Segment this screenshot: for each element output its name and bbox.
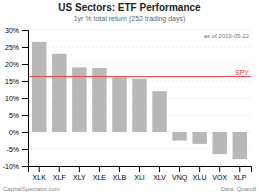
x-tick-mark (199, 166, 200, 172)
x-tick: XLE (93, 166, 107, 181)
x-tick-mark (119, 166, 120, 172)
x-tick-label: XLY (73, 174, 86, 181)
reference-line (28, 76, 251, 77)
y-tick-label: 0% (9, 129, 19, 136)
chart: US Sectors: ETF Performance 1yr % total r… (0, 0, 259, 194)
x-tick-label: VOX (212, 174, 227, 181)
bar (192, 132, 206, 144)
y-tick-label: 30% (5, 27, 19, 34)
bar (212, 132, 226, 154)
y-tick-mark (22, 132, 28, 133)
x-tick-mark (159, 166, 160, 172)
grid-line (28, 47, 251, 48)
y-tick-label: -10% (3, 163, 19, 170)
bar (152, 91, 166, 132)
y-tick: 25% (5, 44, 28, 51)
title: US Sectors: ETF Performance (58, 2, 201, 13)
y-tick: 20% (5, 61, 28, 68)
y-tick-label: 15% (5, 78, 19, 85)
reference-label: SPY (235, 69, 249, 76)
bar (72, 67, 86, 132)
y-tick-mark (22, 98, 28, 99)
y-tick-mark (22, 47, 28, 48)
bar (132, 79, 146, 132)
y-tick-mark (22, 115, 28, 116)
y-tick-label: 10% (5, 95, 19, 102)
y-tick-label: -5% (7, 146, 19, 153)
y-tick: 0% (9, 129, 28, 136)
x-tick: VNQ (172, 166, 188, 182)
y-tick-mark (22, 149, 28, 150)
bar (172, 132, 186, 141)
x-tick: XLY (73, 166, 86, 181)
x-tick-mark (139, 166, 140, 172)
grid (28, 30, 251, 166)
x-axis: XLK XLF XLY XLE XLB XLI XLV VNQ XLU VOX XLP (29, 166, 252, 182)
x-tick-label: XLP (233, 174, 247, 181)
y-tick-mark (22, 30, 28, 31)
x-tick: XLB (113, 166, 127, 181)
footer-right: Data: Quandl (221, 186, 256, 192)
y-tick-label: 20% (5, 61, 19, 68)
x-tick-mark (179, 166, 180, 172)
x-tick-mark (39, 166, 40, 172)
x-tick-label: XLU (193, 174, 207, 181)
subtitle: 1yr % total return (252 trading days) (74, 15, 186, 23)
x-tick-label: XLE (93, 174, 107, 181)
y-axis-line (22, 31, 29, 167)
x-tick: XLV (153, 166, 166, 181)
y-axis: -10% -5% 0% 5% 10% 15% 20% 25% 30% (3, 27, 29, 170)
x-tick-label: VNQ (172, 174, 188, 182)
y-tick: -5% (7, 146, 28, 153)
y-tick: 15% (5, 78, 28, 85)
x-axis-line (29, 167, 252, 173)
y-tick-label: 5% (9, 112, 19, 119)
x-tick-label: XLB (113, 174, 127, 181)
plot-area: SPY-10%-5%0%5%10%15%20%25%30%XLKXLFXLYXL… (3, 27, 252, 182)
x-tick: XLK (33, 166, 47, 181)
y-tick-label: 25% (5, 44, 19, 51)
x-tick-mark (59, 166, 60, 172)
y-tick-mark (22, 166, 28, 167)
y-tick: 5% (9, 112, 28, 119)
footer-left: CapitalSpectator.com (3, 186, 60, 192)
y-tick: -10% (3, 163, 28, 170)
y-tick-mark (22, 81, 28, 82)
x-tick-mark (219, 166, 220, 172)
x-tick-label: XLV (153, 174, 166, 181)
x-tick: VOX (212, 166, 227, 181)
bar (112, 77, 126, 132)
x-tick-mark (99, 166, 100, 172)
y-tick: 30% (5, 27, 28, 34)
bar (92, 68, 106, 132)
x-tick: XLI (134, 166, 145, 181)
marks (28, 42, 251, 159)
date-label: as of 2019-05-22 (204, 33, 250, 39)
bar (52, 54, 66, 132)
x-tick-label: XLI (134, 174, 145, 181)
bar (32, 42, 46, 132)
x-tick-mark (79, 166, 80, 172)
x-tick: XLP (233, 166, 247, 181)
bar (233, 132, 247, 159)
y-tick-mark (22, 64, 28, 65)
x-tick: XLU (193, 166, 207, 181)
x-tick: XLF (53, 166, 66, 181)
x-tick-label: XLF (53, 174, 66, 181)
grid-line (28, 30, 251, 31)
y-tick: 10% (5, 95, 28, 102)
x-tick-label: XLK (33, 174, 47, 181)
x-tick-mark (239, 166, 240, 172)
